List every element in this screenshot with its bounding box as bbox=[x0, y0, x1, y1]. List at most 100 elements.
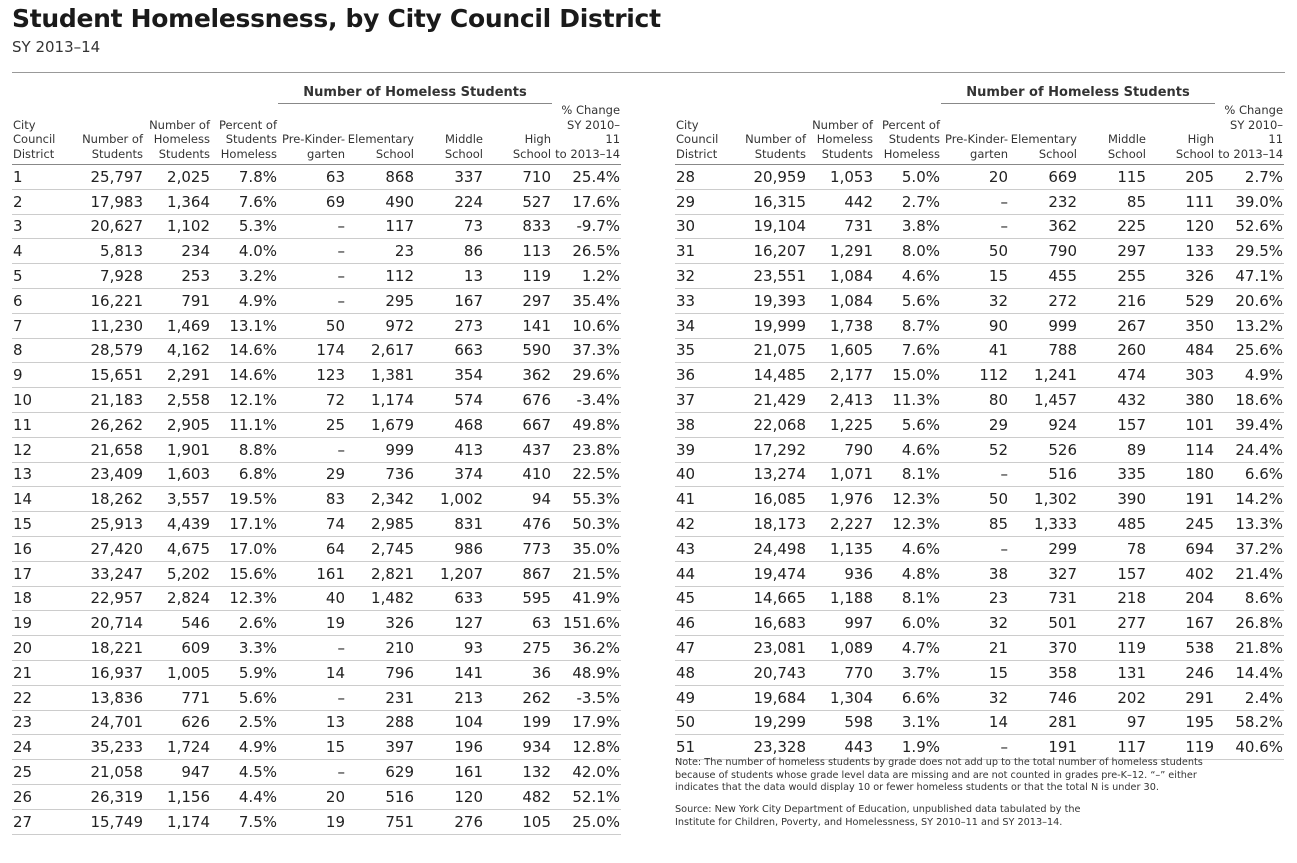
cell: 516 bbox=[346, 784, 415, 810]
cell: 12.3% bbox=[874, 511, 941, 537]
cell: 5.6% bbox=[874, 412, 941, 438]
cell: 663 bbox=[415, 338, 484, 364]
cell: 997 bbox=[807, 610, 874, 637]
cell: 972 bbox=[346, 313, 415, 339]
cell: 924 bbox=[1009, 412, 1078, 438]
cell: 14 bbox=[12, 486, 74, 513]
cell: 8.8% bbox=[211, 437, 278, 463]
column-header: High School bbox=[1147, 103, 1216, 165]
cell: 527 bbox=[484, 189, 553, 215]
cell: 2,342 bbox=[346, 486, 415, 513]
header-line: Number of bbox=[745, 132, 806, 146]
cell: 3.7% bbox=[874, 660, 941, 686]
cell: 13 bbox=[12, 462, 74, 488]
table-row: 35 21,075 1,605 7.6% 41 788 260 484 25.6% bbox=[675, 338, 1285, 364]
column-header: Middle School bbox=[415, 103, 484, 165]
cell: 19 bbox=[278, 809, 346, 835]
cell: 2,558 bbox=[144, 387, 211, 413]
header-line: Students bbox=[158, 146, 210, 161]
cell: 710 bbox=[484, 164, 553, 190]
cell: 16 bbox=[12, 536, 74, 562]
cell: 74 bbox=[278, 511, 346, 537]
cell: – bbox=[278, 288, 346, 314]
table-row: 34 19,999 1,738 8.7% 90 999 267 350 13.2% bbox=[675, 313, 1285, 339]
header-row: City Council District Number of Students Numb… bbox=[12, 103, 622, 165]
cell: 1,071 bbox=[807, 462, 874, 488]
cell: 120 bbox=[1147, 214, 1216, 240]
cell: 1,381 bbox=[346, 362, 415, 389]
cell: 474 bbox=[1078, 362, 1147, 389]
table-body: 28 20,959 1,053 5.0% 20 669 115 205 2.7% 29 16,315… bbox=[675, 164, 1285, 761]
table-row: 43 24,498 1,135 4.6% –299 78 694 37.2% bbox=[675, 536, 1285, 562]
table-row: 18 22,957 2,824 12.3% 40 1,482 633 595 41.9% bbox=[12, 586, 622, 612]
cell: 131 bbox=[1078, 660, 1147, 686]
cell: 51 bbox=[675, 734, 737, 761]
header-line: School bbox=[375, 146, 414, 161]
cell: 26 bbox=[12, 784, 74, 810]
cell: 167 bbox=[415, 288, 484, 314]
cell: 6.8% bbox=[211, 462, 278, 488]
cell: 42 bbox=[675, 511, 737, 537]
cell: 4 bbox=[12, 238, 74, 265]
cell: 52.6% bbox=[1215, 214, 1285, 240]
cell: 20 bbox=[941, 164, 1009, 190]
cell: 15,651 bbox=[74, 362, 144, 389]
cell: 868 bbox=[346, 164, 415, 190]
cell: 191 bbox=[1147, 486, 1216, 513]
cell: 442 bbox=[807, 189, 874, 215]
table-row: 8 28,579 4,162 14.6% 174 2,617 663 590 37.3% bbox=[12, 338, 622, 364]
cell: 1,738 bbox=[807, 313, 874, 339]
cell: 8.6% bbox=[1215, 586, 1285, 612]
cell: 4,162 bbox=[144, 338, 211, 364]
table-row: 45 14,665 1,188 8.1% 23 731 218 204 8.6% bbox=[675, 586, 1285, 612]
cell: 21 bbox=[941, 635, 1009, 661]
cell: 413 bbox=[415, 437, 484, 463]
cell: 443 bbox=[807, 734, 874, 761]
cell: 1,457 bbox=[1009, 387, 1078, 413]
header-line: High bbox=[524, 132, 552, 146]
spacer bbox=[675, 86, 941, 103]
cell: 4.8% bbox=[874, 561, 941, 587]
column-header: Elementary School bbox=[346, 103, 415, 165]
cell: 455 bbox=[1009, 263, 1078, 289]
cell: 2,413 bbox=[807, 387, 874, 413]
cell: 37 bbox=[675, 387, 737, 413]
cell: 267 bbox=[1078, 313, 1147, 339]
cell: 253 bbox=[144, 263, 211, 289]
cell: 25,913 bbox=[74, 511, 144, 537]
table-row: 39 17,292 790 4.6% 52 526 89 114 24.4% bbox=[675, 437, 1285, 463]
header-line: garten bbox=[970, 146, 1008, 161]
cell: 32 bbox=[941, 685, 1009, 711]
cell: – bbox=[278, 685, 346, 711]
header-line: Percent of bbox=[218, 117, 277, 132]
cell: 1,207 bbox=[415, 561, 484, 587]
cell: 210 bbox=[346, 635, 415, 661]
cell: 161 bbox=[415, 759, 484, 785]
cell: 15 bbox=[941, 660, 1009, 686]
cell: 2,177 bbox=[807, 362, 874, 389]
header-line: SY 2010–11 bbox=[1230, 117, 1284, 147]
cell: 26,262 bbox=[74, 412, 144, 438]
header-line: City bbox=[13, 117, 36, 132]
cell: 3 bbox=[12, 214, 74, 240]
column-header: City Council District bbox=[12, 103, 74, 165]
cell: 1,156 bbox=[144, 784, 211, 810]
cell: 1,084 bbox=[807, 288, 874, 314]
cell: 8.1% bbox=[874, 462, 941, 488]
cell: 516 bbox=[1009, 462, 1078, 488]
cell: 44 bbox=[675, 561, 737, 587]
cell: 39 bbox=[675, 437, 737, 463]
cell: 63 bbox=[278, 164, 346, 190]
cell: 16,085 bbox=[737, 486, 807, 513]
cell: 2.7% bbox=[1215, 164, 1285, 190]
cell: 19 bbox=[278, 610, 346, 637]
cell: 14.4% bbox=[1215, 660, 1285, 686]
cell: 40.6% bbox=[1215, 734, 1285, 761]
cell: 58.2% bbox=[1215, 710, 1285, 736]
source: Source: New York City Department of Educ… bbox=[675, 804, 1081, 828]
cell: 17.1% bbox=[211, 511, 278, 537]
cell: 1,135 bbox=[807, 536, 874, 562]
cell: 484 bbox=[1147, 338, 1216, 364]
table-row: 16 27,420 4,675 17.0% 64 2,745 986 773 35.0% bbox=[12, 536, 622, 562]
